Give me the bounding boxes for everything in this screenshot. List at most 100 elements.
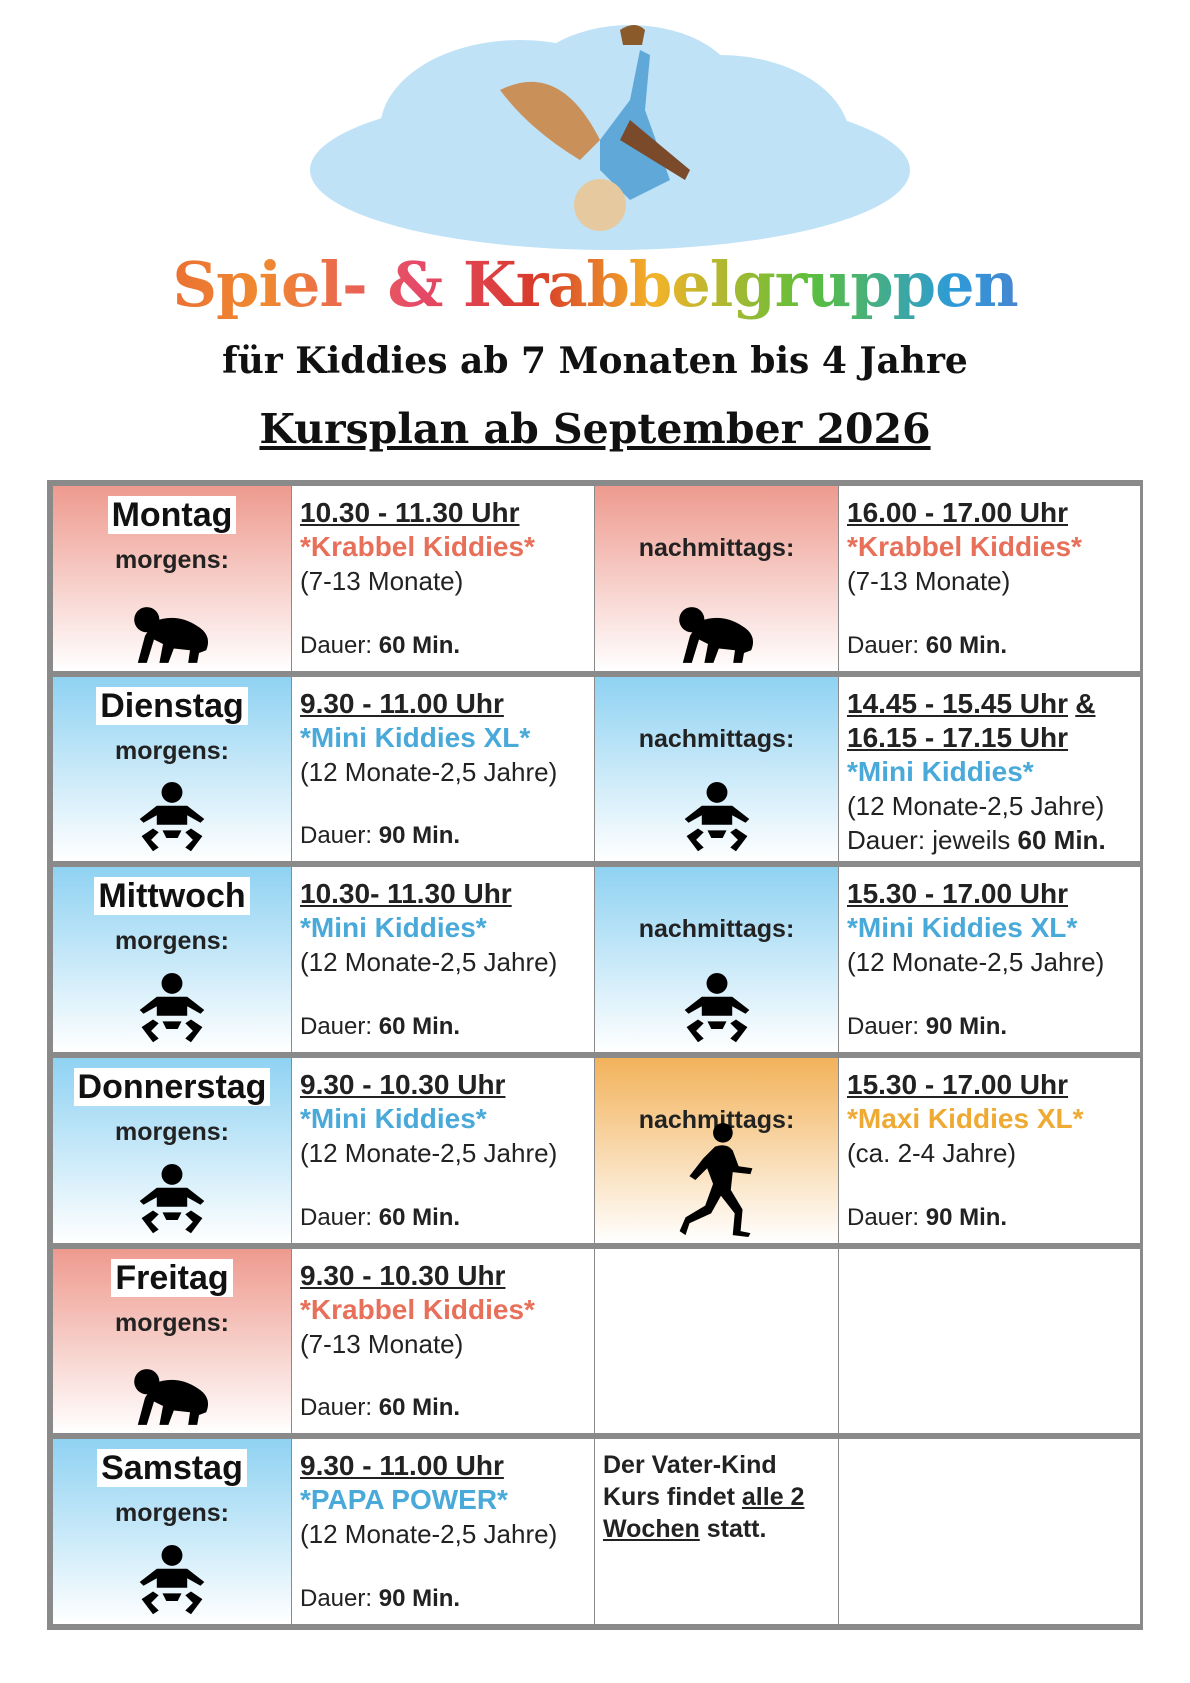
course-cell: 15.30 - 17.00 Uhr *Mini Kiddies XL* (12 Mo…	[839, 867, 1140, 1052]
course-cell: 15.30 - 17.00 Uhr *Maxi Kiddies XL* (ca. 2…	[839, 1058, 1140, 1243]
time: 15.30 - 17.00 Uhr	[847, 878, 1069, 910]
day-cell: Donnerstag morgens:	[53, 1058, 291, 1243]
subtitle: für Kiddies ab 7 Monaten bis 4 Jahre	[222, 340, 968, 382]
age: (12 Monate-2,5 Jahre)	[847, 947, 1105, 978]
course-cell: 14.45 - 15.45 Uhr & 16.15 - 17.15 Uhr *Min…	[839, 676, 1140, 862]
day: Freitag	[111, 1258, 233, 1297]
course: *Mini Kiddies XL*	[847, 912, 1078, 944]
afternoon-cell: nachmittags:	[595, 486, 838, 671]
duration: 60 Min.	[378, 1394, 461, 1422]
time: 9.30 - 11.00 Uhr	[300, 1450, 504, 1482]
day: Donnerstag	[73, 1068, 271, 1106]
course: *Krabbel Kiddies*	[847, 531, 1082, 562]
period: morgens:	[115, 1308, 229, 1337]
time: 10.30 - 11.30 Uhr	[300, 497, 520, 528]
age: (7-13 Monate)	[300, 1328, 464, 1359]
connector: &	[1075, 687, 1096, 719]
schedule-table: Montag morgens: 10.30 - 11.30 Uhr *Krabbel…	[47, 480, 1143, 1630]
course: *Mini Kiddies*	[847, 755, 1034, 787]
empty-cell	[839, 1248, 1140, 1434]
afternoon-label: nachmittags:	[638, 915, 795, 944]
time: 16.15 - 17.15 Uhr	[847, 721, 1069, 753]
course: *Mini Kiddies*	[300, 1103, 487, 1134]
day-cell: Samstag morgens:	[53, 1439, 291, 1624]
duration-label: Dauer: jeweils	[847, 824, 1011, 855]
time: 16.00 - 17.00 Uhr	[847, 497, 1069, 528]
duration-label: Dauer:	[300, 822, 373, 850]
duration-label: Dauer:	[300, 1585, 373, 1612]
course-cell: 9.30 - 10.30 Uhr *Mini Kiddies* (12 Monate…	[292, 1058, 594, 1243]
course-cell: 9.30 - 11.00 Uhr *Mini Kiddies XL* (12 Mon…	[292, 676, 594, 862]
duration: 90 Min.	[378, 822, 461, 850]
time: 14.45 - 15.45 Uhr	[847, 687, 1069, 719]
course-cell: 9.30 - 11.00 Uhr *PAPA POWER* (12 Monate-2…	[292, 1439, 594, 1624]
duration-label: Dauer:	[847, 1013, 920, 1040]
title: Spiel- & Krabbelgruppen	[0, 248, 1190, 321]
note-cell: Der Vater-Kind Kurs findet alle 2 Wochen…	[595, 1439, 838, 1624]
time: 9.30 - 10.30 Uhr	[300, 1259, 506, 1291]
day-cell: Montag morgens:	[53, 486, 291, 671]
duration: 60 Min.	[378, 631, 461, 659]
age: (12 Monate-2,5 Jahre)	[300, 947, 558, 978]
course-cell: 16.00 - 17.00 Uhr *Krabbel Kiddies* (7-13 …	[839, 486, 1140, 671]
course-cell: 10.30 - 11.30 Uhr *Krabbel Kiddies* (7-13 …	[292, 486, 594, 671]
afternoon-cell: nachmittags:	[595, 867, 838, 1052]
age: (7-13 Monate)	[300, 566, 464, 596]
age: (12 Monate-2,5 Jahre)	[300, 1519, 558, 1550]
time: 9.30 - 10.30 Uhr	[300, 1069, 506, 1100]
age: (12 Monate-2,5 Jahre)	[300, 756, 558, 787]
period: morgens:	[115, 927, 229, 956]
duration: 60 Min.	[378, 1013, 461, 1040]
day: Samstag	[97, 1449, 247, 1488]
period: morgens:	[115, 736, 229, 765]
duration-label: Dauer:	[300, 631, 373, 659]
afternoon-cell: nachmittags:	[595, 676, 838, 862]
day-cell: Mittwoch morgens:	[53, 867, 291, 1052]
duration: 90 Min.	[925, 1203, 1008, 1231]
course: *Krabbel Kiddies*	[300, 1293, 535, 1325]
duration-label: Dauer:	[300, 1203, 373, 1231]
time: 15.30 - 17.00 Uhr	[847, 1069, 1069, 1100]
day: Dienstag	[96, 686, 248, 725]
course-cell: 9.30 - 10.30 Uhr *Krabbel Kiddies* (7-13 M…	[292, 1248, 594, 1434]
period: morgens:	[115, 1118, 229, 1146]
afternoon-label: nachmittags:	[638, 534, 795, 562]
course: *PAPA POWER*	[300, 1484, 508, 1516]
note-text: statt.	[706, 1515, 767, 1544]
course: *Mini Kiddies XL*	[300, 721, 531, 753]
plan-title: Kursplan ab September 2026	[259, 405, 931, 453]
duration-label: Dauer:	[847, 1203, 920, 1231]
duration: 90 Min.	[378, 1585, 461, 1612]
course: *Krabbel Kiddies*	[300, 531, 535, 562]
day: Montag	[107, 496, 237, 534]
age: (ca. 2-4 Jahre)	[847, 1138, 1017, 1168]
duration: 60 Min.	[378, 1203, 461, 1231]
duration-label: Dauer:	[300, 1394, 373, 1422]
empty-cell	[839, 1439, 1140, 1624]
duration: 90 Min.	[925, 1013, 1008, 1040]
note-emphasis: alle 2 Wochen	[603, 1483, 805, 1544]
age: (12 Monate-2,5 Jahre)	[300, 1138, 558, 1168]
empty-cell	[595, 1248, 838, 1434]
duration-label: Dauer:	[847, 631, 920, 659]
period: morgens:	[115, 1499, 229, 1528]
course: *Mini Kiddies*	[300, 912, 487, 944]
note-text: Der Vater-Kind Kurs findet	[603, 1451, 777, 1512]
day-cell: Dienstag morgens:	[53, 676, 291, 862]
time: 9.30 - 11.00 Uhr	[300, 687, 504, 719]
age: (7-13 Monate)	[847, 566, 1011, 596]
cloud-illustration	[310, 25, 910, 250]
afternoon-cell: nachmittags:	[595, 1058, 838, 1243]
duration: 60 Min.	[925, 631, 1008, 659]
age: (12 Monate-2,5 Jahre)	[847, 790, 1105, 821]
day: Mittwoch	[94, 877, 250, 916]
period: morgens:	[115, 546, 229, 574]
day-cell: Freitag morgens:	[53, 1248, 291, 1434]
course: *Maxi Kiddies XL*	[847, 1103, 1084, 1134]
afternoon-label: nachmittags:	[638, 724, 795, 753]
course-cell: 10.30- 11.30 Uhr *Mini Kiddies* (12 Monate…	[292, 867, 594, 1052]
duration: 60 Min.	[1017, 824, 1106, 855]
duration-label: Dauer:	[300, 1013, 373, 1040]
